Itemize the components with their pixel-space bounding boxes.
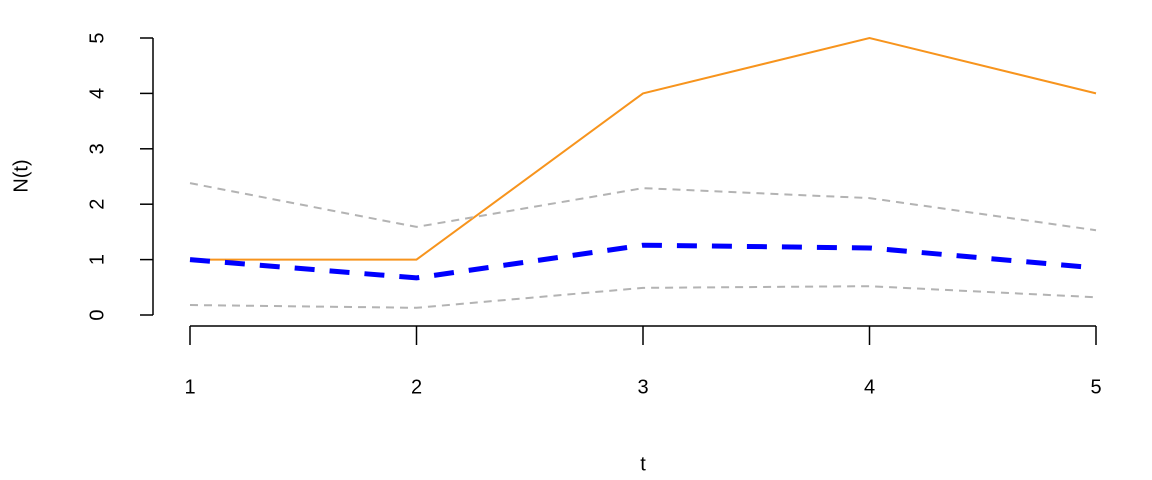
series-line (190, 36, 1097, 261)
y-tick-label: 4 (86, 88, 108, 99)
x-tick-label: 1 (184, 376, 195, 398)
y-tick-label: 1 (86, 254, 108, 265)
x-tick-label: 2 (411, 376, 422, 398)
y-axis-label: N(t) (10, 159, 32, 192)
x-tick-label: 3 (637, 376, 648, 398)
x-tick-label: 5 (1090, 376, 1101, 398)
y-tick-label: 3 (86, 143, 108, 154)
x-axis-label: t (640, 453, 646, 475)
series-line (189, 242, 1097, 281)
series-line (189, 285, 1097, 309)
y-tick-label: 2 (86, 199, 108, 210)
y-tick-label: 5 (86, 32, 108, 43)
y-tick-label: 0 (86, 309, 108, 320)
x-tick-label: 4 (864, 376, 875, 398)
series-line (189, 182, 1097, 232)
